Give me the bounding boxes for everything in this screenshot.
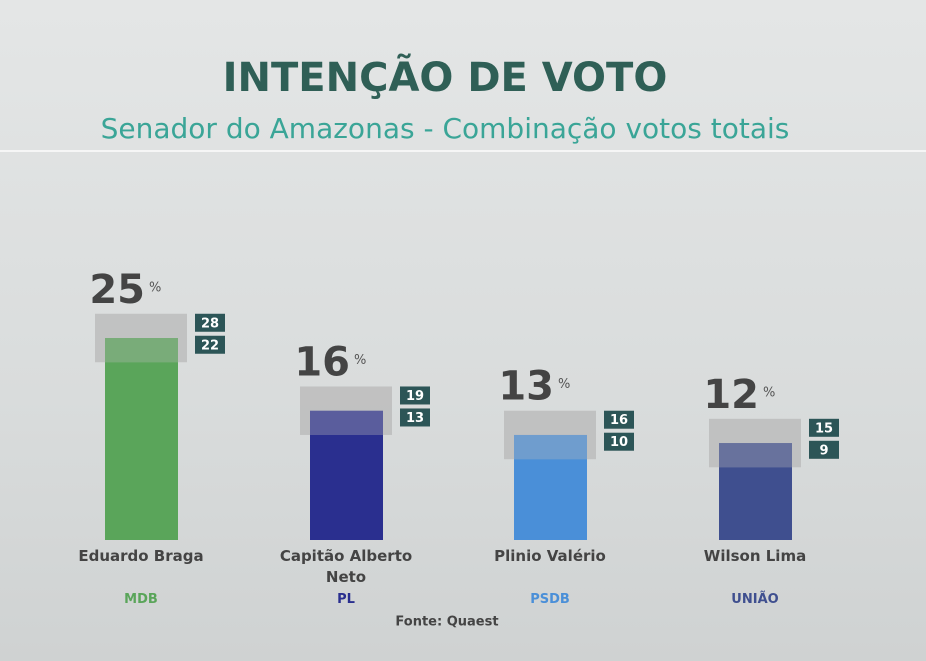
chart-title: INTENÇÃO DE VOTO bbox=[223, 52, 668, 101]
party-label: UNIÃO bbox=[731, 592, 779, 607]
margin-label: 16 bbox=[610, 413, 628, 428]
bar-overlay bbox=[105, 338, 178, 363]
margin-box bbox=[809, 418, 839, 437]
value-label: 25 bbox=[89, 267, 145, 313]
margin-box bbox=[400, 386, 430, 405]
category-label: Plinio Valério bbox=[494, 547, 606, 565]
value-unit: % bbox=[558, 377, 570, 392]
party-label: PL bbox=[337, 592, 355, 607]
value-unit: % bbox=[354, 353, 366, 368]
margin-label: 22 bbox=[201, 338, 219, 353]
margin-box bbox=[195, 313, 225, 332]
margin-label: 28 bbox=[201, 316, 219, 331]
margin-label: 15 bbox=[815, 421, 833, 436]
margin-label: 19 bbox=[406, 389, 424, 404]
value-unit: % bbox=[149, 280, 161, 295]
bar bbox=[105, 338, 178, 540]
margin-box bbox=[400, 408, 430, 427]
bar-overlay bbox=[719, 443, 792, 468]
source: Fonte: Quaest bbox=[395, 615, 498, 630]
category-label: Wilson Lima bbox=[703, 547, 807, 565]
margin-label: 9 bbox=[819, 443, 828, 458]
margin-box bbox=[195, 335, 225, 354]
margin-label: 10 bbox=[610, 435, 628, 450]
margin-box bbox=[604, 432, 634, 451]
chart-subtitle: Senador do Amazonas - Combinação votos t… bbox=[101, 112, 790, 145]
value-label: 16 bbox=[294, 339, 350, 385]
category-label: Eduardo Braga bbox=[78, 547, 204, 565]
value-unit: % bbox=[763, 385, 775, 400]
party-label: MDB bbox=[124, 592, 158, 607]
category-label: Capitão Alberto Neto bbox=[279, 547, 413, 586]
margin-label: 13 bbox=[406, 411, 424, 426]
bar-overlay bbox=[514, 434, 587, 460]
value-label: 12 bbox=[703, 372, 759, 418]
value-label: 13 bbox=[498, 364, 554, 410]
margin-box bbox=[809, 440, 839, 459]
bar-overlay bbox=[310, 410, 383, 435]
party-label: PSDB bbox=[530, 592, 570, 607]
margin-box bbox=[604, 410, 634, 429]
